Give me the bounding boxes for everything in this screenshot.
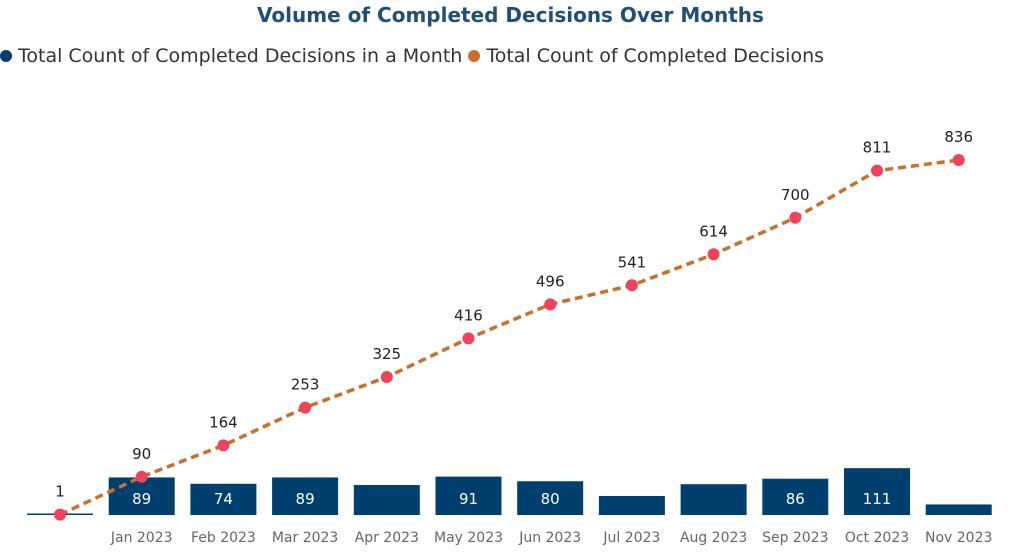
x-tick-label: Nov 2023	[925, 530, 992, 546]
x-tick-label: Aug 2023	[680, 530, 747, 546]
bar	[190, 483, 257, 515]
x-tick-label: Apr 2023	[355, 530, 419, 546]
line-point	[135, 470, 148, 483]
bar-value-label: 80	[541, 490, 560, 508]
legend: Total Count of Completed Decisions in a …	[0, 45, 830, 67]
line-point	[625, 279, 638, 292]
line-value-label: 614	[699, 222, 728, 240]
series-line-cumulative	[59, 158, 959, 517]
x-tick-label: Jun 2023	[518, 530, 581, 546]
bar-value-label: 86	[786, 490, 805, 508]
line-point	[789, 211, 802, 224]
bar-value-label: 91	[459, 490, 478, 508]
bar	[108, 477, 175, 515]
bar	[844, 468, 910, 515]
line-point	[707, 248, 720, 261]
bar	[598, 496, 665, 515]
bar	[435, 476, 502, 515]
line-value-label: 253	[291, 376, 320, 394]
legend-marker-cumulative	[468, 50, 481, 62]
legend-item-cumulative[interactable]: Total Count of Completed Decisions	[468, 45, 824, 67]
line-value-label: 836	[944, 128, 973, 146]
line-value-label: 1	[55, 483, 65, 501]
line-value-label: 541	[618, 253, 647, 271]
bar-value-label: 74	[214, 490, 233, 508]
x-tick-label: Mar 2023	[272, 530, 339, 546]
bar	[517, 481, 584, 515]
line-value-label: 496	[536, 272, 565, 290]
line-point	[299, 401, 312, 414]
bar-value-label: 89	[132, 490, 151, 508]
line-point	[544, 298, 557, 311]
bar	[353, 485, 420, 515]
line-point	[380, 371, 393, 384]
legend-label-monthly: Total Count of Completed Decisions in a …	[18, 45, 463, 67]
chart-title: Volume of Completed Decisions Over Month…	[257, 3, 764, 27]
line-point	[952, 154, 965, 167]
legend-item-monthly[interactable]: Total Count of Completed Decisions in a …	[0, 45, 462, 67]
line-value-label: 811	[863, 139, 892, 157]
bar	[680, 484, 747, 515]
x-tick-label: Feb 2023	[191, 530, 256, 546]
x-tick-label: Oct 2023	[845, 530, 909, 546]
x-tick-label: Sep 2023	[762, 530, 828, 546]
bar-value-label: 111	[863, 490, 892, 508]
bar	[272, 477, 339, 515]
line-value-label: 325	[372, 345, 401, 363]
line-value-label: 164	[209, 413, 238, 431]
line-value-label: 700	[781, 186, 810, 204]
x-tick-label: Jul 2023	[602, 530, 660, 546]
legend-label-cumulative: Total Count of Completed Decisions	[486, 45, 825, 67]
line-point	[217, 439, 230, 452]
line-value-label: 90	[132, 445, 151, 463]
line-point	[462, 332, 475, 345]
bar	[925, 504, 992, 515]
bar-value-label: 89	[296, 490, 315, 508]
bar	[762, 478, 829, 515]
line-point	[871, 164, 883, 177]
legend-marker-monthly	[0, 50, 12, 62]
x-tick-label: Jan 2023	[110, 530, 173, 546]
x-tick-label: May 2023	[434, 530, 503, 546]
line-point	[54, 508, 66, 521]
line-value-label: 416	[454, 306, 483, 324]
